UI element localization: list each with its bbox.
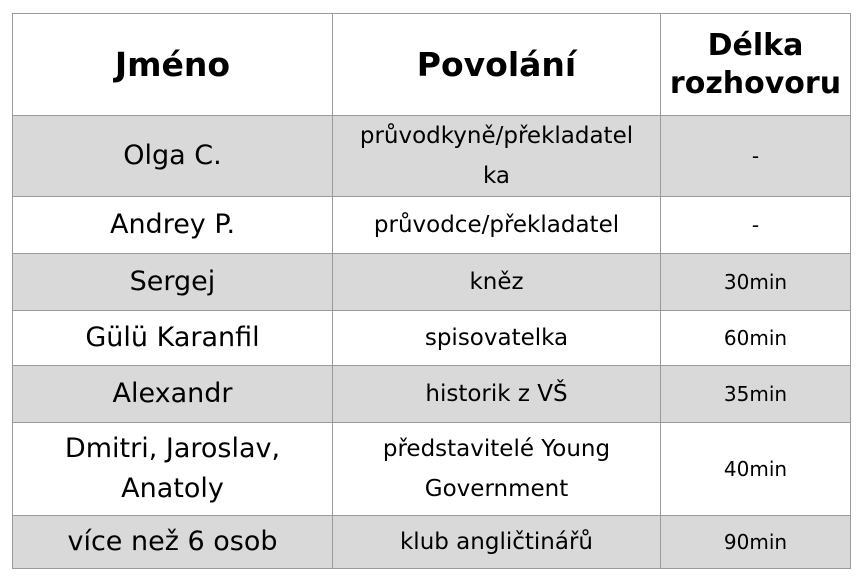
cell-length: 30min: [660, 253, 851, 311]
cell-length: -: [660, 196, 851, 254]
cell-occupation: spisovatelka: [332, 310, 661, 366]
cell-occupation-line1: představitelé Young: [382, 436, 611, 462]
header-length-line1: Délka: [707, 27, 804, 63]
header-length: Délka rozhovoru: [660, 13, 851, 116]
cell-name-line1: Dmitri, Jaroslav,: [64, 433, 281, 464]
table-row: Dmitri, Jaroslav, Anatoly představitelé …: [12, 422, 851, 516]
cell-name: více než 6 osob: [12, 515, 333, 569]
table-row: Alexandr historik z VŠ 35min: [12, 365, 851, 423]
header-row: Jméno Povolání Délka rozhovoru: [12, 13, 851, 116]
cell-occupation-line2: ka: [482, 163, 510, 189]
cell-name: Andrey P.: [12, 196, 333, 254]
interview-table: Jméno Povolání Délka rozhovoru Olga C. p…: [12, 13, 851, 569]
cell-occupation-line1: průvodkyně/překladatel: [359, 123, 634, 149]
cell-name: Alexandr: [12, 365, 333, 423]
cell-occupation: kněz: [332, 253, 661, 311]
cell-name: Sergej: [12, 253, 333, 311]
cell-name: Dmitri, Jaroslav, Anatoly: [12, 422, 333, 516]
cell-length: -: [660, 115, 851, 197]
cell-length: 90min: [660, 515, 851, 569]
table-row: Sergej kněz 30min: [12, 253, 851, 311]
cell-length: 60min: [660, 310, 851, 366]
header-occupation: Povolání: [332, 13, 661, 116]
cell-occupation: průvodce/překladatel: [332, 196, 661, 254]
table-row: Andrey P. průvodce/překladatel -: [12, 196, 851, 254]
table-row: více než 6 osob klub angličtinářů 90min: [12, 515, 851, 569]
cell-name: Olga C.: [12, 115, 333, 197]
header-length-line2: rozhovoru: [669, 65, 842, 101]
cell-name: Gülü Karanfil: [12, 310, 333, 366]
cell-length: 40min: [660, 422, 851, 516]
cell-occupation-line2: Government: [424, 476, 569, 502]
cell-occupation: klub angličtinářů: [332, 515, 661, 569]
cell-occupation: historik z VŠ: [332, 365, 661, 423]
cell-name-line2: Anatoly: [121, 473, 224, 504]
table-row: Gülü Karanfil spisovatelka 60min: [12, 310, 851, 366]
table-row: Olga C. průvodkyně/překladatel ka -: [12, 115, 851, 197]
cell-occupation: představitelé Young Government: [332, 422, 661, 516]
header-name: Jméno: [12, 13, 333, 116]
cell-occupation: průvodkyně/překladatel ka: [332, 115, 661, 197]
cell-length: 35min: [660, 365, 851, 423]
